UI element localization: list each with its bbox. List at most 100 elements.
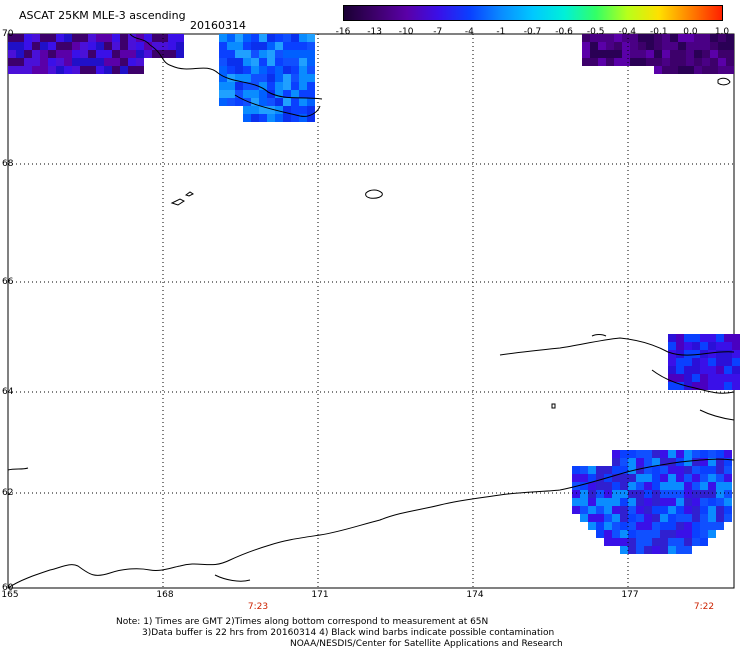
data-cell <box>56 66 64 74</box>
data-cell <box>708 466 716 474</box>
data-cell <box>596 530 604 538</box>
data-cell <box>588 506 596 514</box>
data-cell <box>8 66 16 74</box>
data-cell <box>136 50 144 58</box>
longitude-label: 177 <box>621 590 639 600</box>
data-cell <box>275 42 283 50</box>
colorbar-label: -0.6 <box>555 27 573 37</box>
data-cell <box>732 366 740 374</box>
data-swaths <box>8 34 740 554</box>
data-cell <box>267 90 275 98</box>
data-cell <box>152 42 160 50</box>
data-cell <box>668 458 676 466</box>
data-cell <box>660 538 668 546</box>
data-cell <box>660 466 668 474</box>
data-cell <box>32 42 40 50</box>
data-cell <box>275 106 283 114</box>
data-cell <box>580 490 588 498</box>
data-cell <box>307 90 315 98</box>
data-cell <box>72 66 80 74</box>
data-cell <box>24 42 32 50</box>
data-cell <box>654 58 662 66</box>
data-cell <box>660 546 668 554</box>
data-cell <box>700 334 708 342</box>
data-cell <box>267 34 275 42</box>
data-cell <box>96 42 104 50</box>
data-cell <box>267 106 275 114</box>
data-cell <box>708 474 716 482</box>
data-cell <box>718 58 726 66</box>
data-cell <box>652 450 660 458</box>
data-cell <box>644 506 652 514</box>
data-cell <box>614 58 622 66</box>
data-cell <box>604 482 612 490</box>
colorbar-label: 1.0 <box>714 27 730 37</box>
graticule <box>8 34 734 588</box>
data-cell <box>219 90 227 98</box>
data-cell <box>243 50 251 58</box>
colorbar-label: -13 <box>367 27 382 37</box>
data-cell <box>235 66 243 74</box>
data-cell <box>620 450 628 458</box>
data-cell <box>646 42 654 50</box>
data-cell <box>606 34 614 42</box>
data-cell <box>668 514 676 522</box>
data-cell <box>692 366 700 374</box>
data-cell <box>219 42 227 50</box>
data-cell <box>72 34 80 42</box>
data-cell <box>700 506 708 514</box>
data-cell <box>275 66 283 74</box>
data-cell <box>710 42 718 50</box>
data-cell <box>716 514 724 522</box>
data-cell <box>628 538 636 546</box>
data-cell <box>588 482 596 490</box>
data-cell <box>716 482 724 490</box>
data-cell <box>638 34 646 42</box>
data-cell <box>630 58 638 66</box>
data-cell <box>654 42 662 50</box>
data-cell <box>283 82 291 90</box>
data-cell <box>700 374 708 382</box>
latitude-label: 60 <box>2 583 14 593</box>
data-cell <box>604 506 612 514</box>
data-cell <box>636 474 644 482</box>
data-cell <box>128 34 136 42</box>
note-line-1: Note: 1) Times are GMT 2)Times along bot… <box>116 617 489 627</box>
data-cell <box>716 490 724 498</box>
data-cell <box>160 34 168 42</box>
latitude-label: 64 <box>2 387 14 397</box>
data-cell <box>692 342 700 350</box>
data-cell <box>620 546 628 554</box>
data-cell <box>732 334 740 342</box>
data-cell <box>678 50 686 58</box>
data-cell <box>716 366 724 374</box>
data-cell <box>112 42 120 50</box>
data-cell <box>726 34 734 42</box>
data-cell <box>72 50 80 58</box>
data-cell <box>628 474 636 482</box>
data-cell <box>660 450 668 458</box>
data-cell <box>716 498 724 506</box>
data-cell <box>64 42 72 50</box>
data-cell <box>251 50 259 58</box>
data-cell <box>692 498 700 506</box>
latitude-label: 66 <box>2 277 14 287</box>
data-cell <box>120 50 128 58</box>
data-cell <box>700 358 708 366</box>
data-cell <box>596 466 604 474</box>
data-cell <box>644 522 652 530</box>
data-cell <box>104 66 112 74</box>
data-cell <box>299 50 307 58</box>
data-cell <box>702 66 710 74</box>
data-cell <box>724 358 732 366</box>
data-cell <box>128 58 136 66</box>
data-cell <box>678 58 686 66</box>
data-cell <box>596 498 604 506</box>
data-cell <box>235 74 243 82</box>
data-cell <box>668 506 676 514</box>
data-cell <box>676 342 684 350</box>
data-cell <box>636 514 644 522</box>
data-cell <box>636 482 644 490</box>
data-cell <box>267 58 275 66</box>
data-cell <box>259 42 267 50</box>
